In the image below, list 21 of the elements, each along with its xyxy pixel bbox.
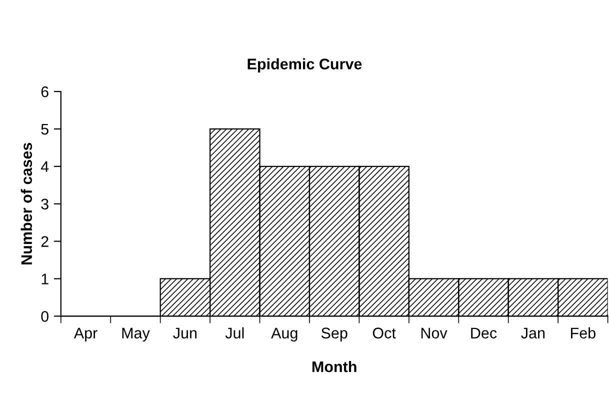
x-tick-label: Jan bbox=[521, 328, 545, 338]
x-tick-label: Sep bbox=[321, 328, 348, 342]
x-tick-label: Nov bbox=[421, 328, 448, 338]
x-axis-title: Month bbox=[312, 360, 356, 372]
y-tick-label: 2 bbox=[41, 236, 48, 247]
y-tick-label: 1 bbox=[42, 274, 48, 284]
x-tick-label: Dec bbox=[471, 328, 497, 338]
x-tick-label: Oct bbox=[372, 328, 396, 338]
x-tick-label: Jul bbox=[225, 327, 244, 338]
y-tick-label: 0 bbox=[41, 311, 48, 322]
x-tick-label: Feb bbox=[571, 327, 596, 338]
y-tick-label: 3 bbox=[41, 198, 48, 210]
y-tick-label: 6 bbox=[41, 86, 48, 98]
x-tick-label: Aug bbox=[271, 328, 298, 342]
chart-title: Epidemic Curve bbox=[248, 58, 362, 72]
x-tick-label: Jun bbox=[173, 328, 197, 338]
x-tick-label: May bbox=[122, 328, 150, 342]
y-axis-title: Number of cases bbox=[20, 142, 32, 264]
y-tick-label: 5 bbox=[41, 124, 48, 135]
x-tick-label: Apr bbox=[74, 328, 98, 342]
y-tick-label: 4 bbox=[40, 161, 49, 172]
